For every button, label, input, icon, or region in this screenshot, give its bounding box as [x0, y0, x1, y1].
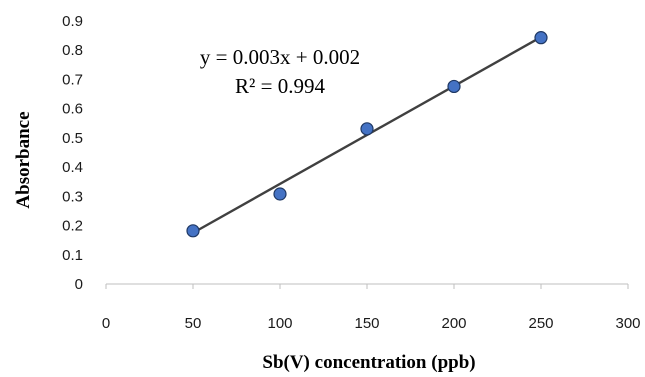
y-tick-label: 0.8: [62, 42, 83, 59]
data-point: [273, 187, 287, 201]
y-tick-label: 0.9: [62, 13, 83, 30]
data-point: [447, 79, 461, 94]
x-axis-title: Sb(V) concentration (ppb): [262, 352, 475, 373]
y-tick-label: 0.2: [62, 218, 83, 235]
y-tick-label: 0.1: [62, 247, 83, 264]
x-tick-label: 200: [441, 315, 466, 332]
y-axis-ticks: 0 0.1 0.2 0.3 0.4 0.5 0.6 0.7 0.8 0.9: [62, 13, 83, 293]
data-point: [186, 224, 200, 238]
trendline-r-squared: R² = 0.994: [235, 74, 325, 98]
y-tick-label: 0.7: [62, 71, 83, 88]
y-tick-label: 0.3: [62, 188, 83, 205]
y-axis-title: Absorbance: [13, 111, 34, 208]
x-tick-label: 100: [267, 315, 292, 332]
x-tick-label: 50: [185, 315, 202, 332]
x-tick-label: 250: [528, 315, 553, 332]
plot-area: 0 50 100 150 200 250 300 0 0.1 0.2 0.3 0.4 0.5 0.6 0.…: [62, 13, 640, 332]
data-point: [534, 31, 548, 45]
trendline-equation: y = 0.003x + 0.002: [200, 45, 360, 69]
data-point: [360, 122, 374, 136]
y-tick-label: 0.4: [62, 159, 83, 176]
x-tick-label: 150: [354, 315, 379, 332]
x-tick-label: 0: [102, 315, 110, 332]
data-points: [186, 31, 548, 238]
x-axis-ticks: 0 50 100 150 200 250 300: [102, 284, 641, 332]
x-tick-label: 300: [615, 315, 640, 332]
y-tick-label: 0.5: [62, 130, 83, 147]
y-tick-label: 0: [75, 276, 83, 293]
y-tick-label: 0.6: [62, 101, 83, 118]
